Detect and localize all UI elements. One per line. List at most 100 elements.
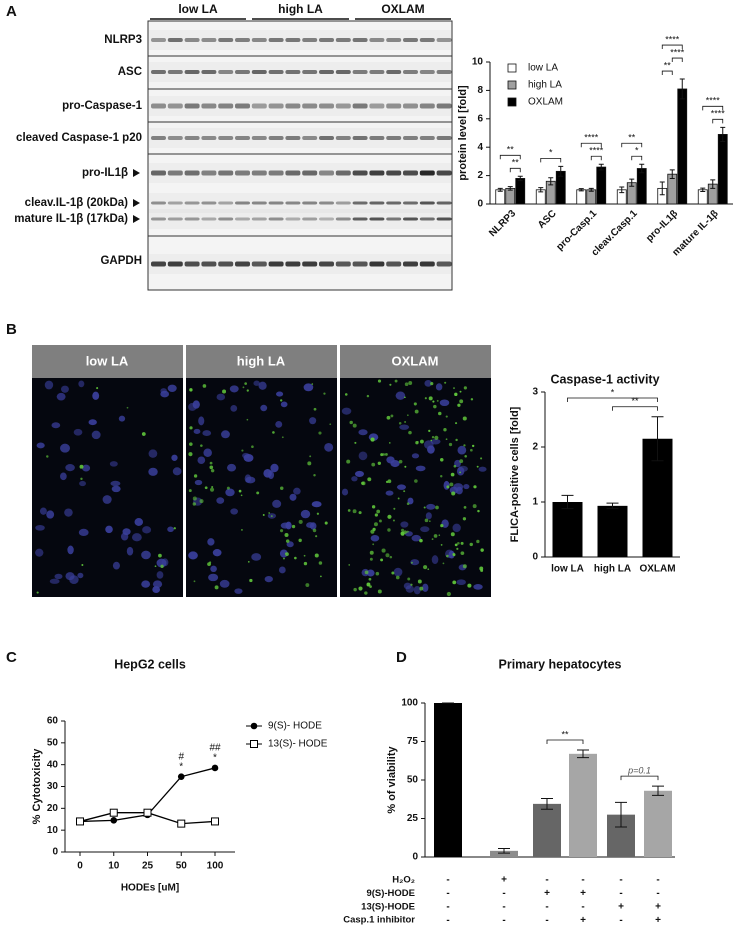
legend-label: OXLAM [528, 97, 563, 108]
flica-spot [428, 520, 431, 522]
nucleus [88, 419, 97, 426]
error-bar [619, 186, 625, 194]
significance-label: ** [507, 145, 515, 155]
band [386, 103, 402, 109]
x-tick-label: 25 [142, 861, 154, 872]
y-tick-label: 10 [472, 57, 484, 68]
flica-spot [456, 547, 459, 550]
nucleus [39, 507, 47, 515]
flica-spot [389, 555, 393, 559]
band [386, 70, 402, 74]
nucleus [395, 391, 406, 400]
y-tick-label: 30 [47, 781, 59, 792]
nucleus [286, 541, 294, 548]
nucleus [448, 550, 455, 559]
nucleus [443, 480, 450, 490]
significance-label: * [213, 753, 217, 764]
bar [552, 502, 583, 557]
treatment-mark: - [502, 888, 505, 899]
x-axis-label: HODEs [uM] [121, 883, 179, 894]
point [110, 817, 118, 824]
y-axis-label: protein level [fold] [457, 85, 469, 181]
band [285, 201, 301, 205]
flica-spot [457, 403, 461, 407]
flica-spot [367, 477, 372, 482]
band [419, 201, 435, 205]
micrograph [186, 378, 337, 597]
significance-bracket [661, 70, 673, 76]
blot-bg-noise [149, 163, 451, 183]
nucleus [263, 468, 272, 478]
x-tick-label: ASC [536, 208, 559, 231]
flica-spot [462, 517, 467, 521]
flica-spot [374, 513, 378, 517]
band [386, 261, 402, 267]
flica-spot [318, 561, 323, 565]
flica-spot [391, 571, 395, 575]
flica-spot [459, 390, 462, 393]
flica-spot [256, 491, 260, 495]
nucleus [49, 578, 60, 584]
flica-spot [204, 486, 208, 490]
nucleus [225, 488, 235, 497]
band [335, 170, 351, 176]
flica-spot [452, 580, 457, 585]
flica-spot [344, 393, 348, 396]
y-tick-label: 0 [532, 552, 538, 563]
treatment-label: 13(S)-HODE [361, 901, 415, 912]
treatment-label: H₂O₂ [392, 875, 415, 886]
band [201, 201, 217, 205]
band [302, 201, 318, 205]
band [319, 217, 334, 221]
flica-spot [238, 489, 242, 493]
flica-spot [431, 436, 435, 439]
nucleus [219, 579, 230, 588]
significance-label: **** [665, 34, 680, 44]
nucleus [102, 495, 112, 504]
x-tick-label: 50 [176, 861, 188, 872]
band [302, 136, 318, 140]
flica-spot [386, 415, 391, 420]
flica-spot [387, 479, 392, 484]
image-header [186, 345, 337, 378]
flica-spot [463, 444, 466, 447]
flica-spot [209, 465, 214, 470]
significance-label: p=0.1 [627, 766, 651, 776]
flica-spot [364, 591, 368, 595]
nucleus [230, 508, 238, 515]
nucleus [78, 528, 89, 536]
nucleus [306, 522, 315, 529]
band [201, 217, 217, 221]
flica-spot [377, 379, 382, 383]
nucleus [171, 454, 178, 461]
flica-spot [476, 539, 480, 544]
flica-spot [214, 585, 219, 590]
nucleus [227, 463, 237, 472]
nucleus [478, 466, 487, 472]
band [184, 261, 200, 267]
treatment-mark: - [581, 901, 584, 912]
flica-spot [389, 383, 392, 386]
band [403, 103, 418, 109]
flica-spot [454, 543, 458, 547]
flica-spot [446, 554, 449, 558]
band [151, 70, 166, 74]
flica-spot [463, 386, 467, 390]
nucleus [91, 430, 101, 440]
flica-spot [188, 452, 193, 457]
flica-spot [307, 461, 312, 466]
nucleus [289, 493, 297, 501]
band [419, 70, 435, 74]
nucleus [463, 483, 470, 490]
nucleus [134, 518, 144, 526]
band [285, 170, 301, 176]
flica-spot [463, 506, 467, 509]
nucleus [69, 575, 79, 585]
band [285, 136, 301, 140]
flica-spot [240, 494, 243, 497]
arrow [133, 169, 140, 177]
flica-spot [96, 387, 99, 390]
band [235, 38, 250, 42]
band [419, 136, 435, 140]
flica-spot [446, 485, 450, 489]
